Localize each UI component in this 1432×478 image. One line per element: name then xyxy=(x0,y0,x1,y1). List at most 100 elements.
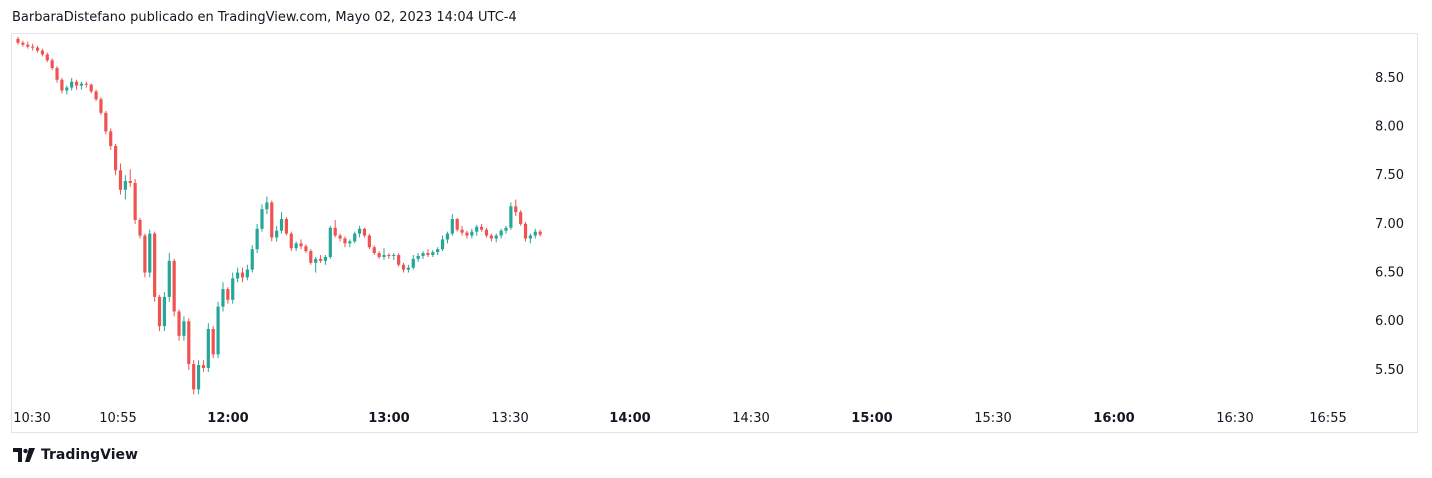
candle xyxy=(450,214,454,236)
publisher-line: BarbaraDistefano publicado en TradingVie… xyxy=(12,10,517,25)
candle-body xyxy=(279,219,284,231)
candle-body xyxy=(289,233,293,249)
candle-body xyxy=(65,87,69,91)
candle xyxy=(275,225,279,242)
candle-body xyxy=(509,206,513,228)
candle-body xyxy=(250,249,254,270)
footer: TradingView xyxy=(13,447,138,463)
candle xyxy=(138,218,142,239)
time-tick-label: 16:00 xyxy=(1093,411,1134,426)
candle xyxy=(231,272,235,304)
candlestick-chart[interactable]: 8.508.007.507.006.506.005.50 10:30 10:55 1… xyxy=(12,34,1419,434)
chart-frame[interactable]: 8.50 8.00 7.50 7.00 6.50 6.00 5.50 10:30 10:55 1… xyxy=(11,33,1418,433)
candles-layer xyxy=(16,36,542,395)
candle xyxy=(109,128,113,150)
candle-body xyxy=(74,81,79,86)
candle xyxy=(89,83,93,94)
candle xyxy=(484,227,489,238)
candle-body xyxy=(55,68,59,80)
candle-body xyxy=(109,131,113,146)
candle xyxy=(221,282,225,312)
price-axis[interactable]: 8.50 8.00 7.50 7.00 6.50 6.00 5.50 xyxy=(1375,71,1404,378)
candle-body xyxy=(206,329,210,368)
price-tick-label: 6.00 xyxy=(1375,314,1404,329)
candle xyxy=(74,79,79,90)
candle xyxy=(494,233,498,243)
candle xyxy=(470,228,474,239)
candle-body xyxy=(182,321,186,336)
time-tick-label: 14:30 xyxy=(732,411,769,426)
candle-body xyxy=(318,258,323,261)
candle xyxy=(314,256,318,273)
time-axis[interactable]: 10:30 10:55 12:00 13:00 13:30 14:00 14:30 15:00… xyxy=(13,411,1346,426)
candle-body xyxy=(431,252,435,256)
candle xyxy=(465,230,469,239)
candle-body xyxy=(523,223,528,239)
candle xyxy=(426,249,430,257)
candle-body xyxy=(45,54,49,61)
candle-body xyxy=(196,365,201,390)
candle-body xyxy=(387,255,391,257)
candle xyxy=(416,253,420,262)
candle xyxy=(84,81,88,88)
candle-body xyxy=(367,235,371,248)
candle xyxy=(128,169,132,187)
candle xyxy=(299,239,303,250)
time-tick-label: 10:30 xyxy=(13,411,50,426)
candle-body xyxy=(504,227,508,231)
candle-body xyxy=(231,278,235,300)
candle xyxy=(123,175,127,200)
candle xyxy=(255,223,259,254)
candle-body xyxy=(70,81,74,88)
candle-body xyxy=(211,329,215,355)
candle-body xyxy=(89,84,93,92)
candle-body xyxy=(411,258,415,268)
candle xyxy=(45,52,49,63)
candle xyxy=(114,144,118,176)
candle-body xyxy=(372,247,376,254)
candle-body xyxy=(94,91,98,100)
time-tick-label: 15:00 xyxy=(851,411,892,426)
candle xyxy=(436,247,440,256)
candle xyxy=(226,287,230,304)
candle-body xyxy=(440,239,445,250)
candle xyxy=(318,255,323,263)
candle-body xyxy=(314,258,318,263)
candle-body xyxy=(416,256,420,259)
candle xyxy=(201,360,206,372)
candle-body xyxy=(245,269,249,278)
candle xyxy=(421,251,425,259)
time-tick-label: 10:55 xyxy=(99,411,136,426)
candle xyxy=(499,228,503,239)
candle xyxy=(289,231,293,252)
candle xyxy=(153,231,157,302)
time-tick-label: 13:30 xyxy=(491,411,528,426)
candle xyxy=(392,253,396,260)
candle-body xyxy=(470,231,474,236)
price-tick-label: 6.50 xyxy=(1375,266,1404,281)
candle-body xyxy=(221,289,225,307)
candle xyxy=(94,89,98,102)
candle-body xyxy=(21,42,25,45)
candle-body xyxy=(392,255,396,257)
candle xyxy=(372,245,376,256)
candle-body xyxy=(338,235,342,239)
candle-body xyxy=(475,226,479,232)
candle-body xyxy=(177,311,181,336)
candle-body xyxy=(377,253,381,257)
candle-body xyxy=(162,296,166,327)
candle-body xyxy=(436,249,440,253)
candle-body xyxy=(35,47,40,51)
candle xyxy=(236,267,240,283)
candle-body xyxy=(533,231,537,236)
candle xyxy=(31,43,35,51)
candle xyxy=(118,163,123,195)
candle xyxy=(528,233,532,244)
price-tick-label: 8.50 xyxy=(1375,71,1404,86)
candle-body xyxy=(450,219,454,234)
candle-body xyxy=(255,228,259,250)
candle-body xyxy=(514,206,518,213)
candle-body xyxy=(460,229,464,233)
candle-body xyxy=(26,44,30,47)
candle xyxy=(157,294,162,331)
